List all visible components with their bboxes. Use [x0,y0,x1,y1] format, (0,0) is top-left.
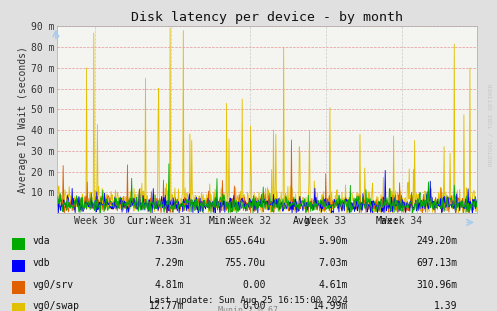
Text: 4.81m: 4.81m [155,280,184,290]
Text: Max:: Max: [375,216,399,226]
Text: 7.29m: 7.29m [155,258,184,268]
Text: 1.39: 1.39 [434,301,457,311]
Text: Cur:: Cur: [127,216,150,226]
Text: 697.13m: 697.13m [416,258,457,268]
Text: 310.96m: 310.96m [416,280,457,290]
Text: Munin 2.0.67: Munin 2.0.67 [219,305,278,311]
Text: Last update: Sun Aug 25 16:15:00 2024: Last update: Sun Aug 25 16:15:00 2024 [149,296,348,305]
Y-axis label: Average IO Wait (seconds): Average IO Wait (seconds) [18,46,28,193]
Title: Disk latency per device - by month: Disk latency per device - by month [131,11,403,24]
Text: Avg:: Avg: [293,216,317,226]
Text: 0.00: 0.00 [243,280,266,290]
Text: 7.33m: 7.33m [155,236,184,246]
Text: 755.70u: 755.70u [225,258,266,268]
Text: 0.00: 0.00 [243,301,266,311]
Text: vdb: vdb [32,258,50,268]
Text: vda: vda [32,236,50,246]
Text: vg0/srv: vg0/srv [32,280,74,290]
Text: 7.03m: 7.03m [319,258,348,268]
Text: vg0/swap: vg0/swap [32,301,80,311]
Text: 5.90m: 5.90m [319,236,348,246]
Text: RRDTOOL / TOBI OETIKER: RRDTOOL / TOBI OETIKER [489,83,494,166]
Text: 655.64u: 655.64u [225,236,266,246]
Text: Min:: Min: [209,216,232,226]
Text: 4.61m: 4.61m [319,280,348,290]
Text: 14.99m: 14.99m [313,301,348,311]
Text: 12.77m: 12.77m [149,301,184,311]
Text: 249.20m: 249.20m [416,236,457,246]
